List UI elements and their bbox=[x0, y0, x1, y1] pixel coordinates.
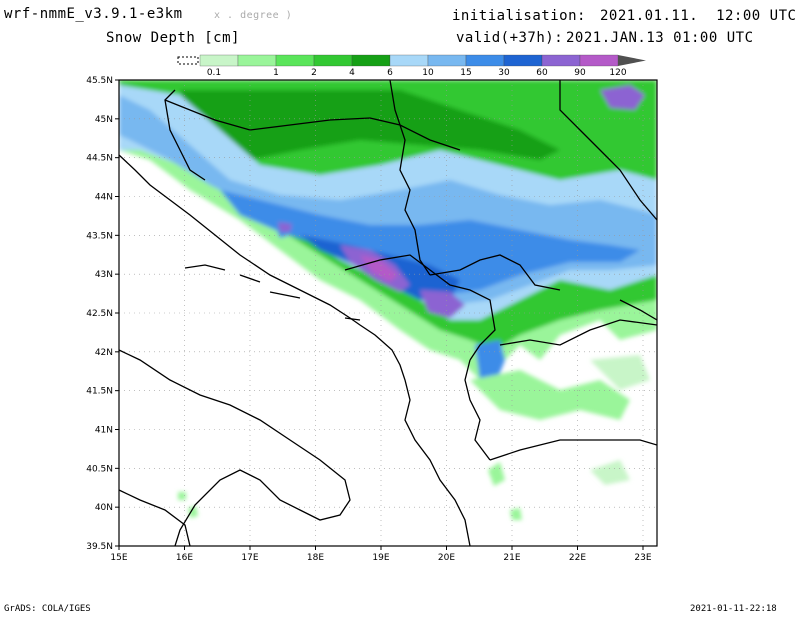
latitude-label: 42N bbox=[95, 348, 113, 358]
legend-swatch bbox=[275, 54, 315, 67]
valid-value: 2021.JAN.13 01:00 UTC bbox=[566, 30, 754, 46]
legend-swatch bbox=[465, 54, 505, 67]
legend-tick-label: 15 bbox=[460, 68, 471, 78]
legend-swatch bbox=[427, 54, 467, 67]
longitude-label: 19E bbox=[372, 553, 389, 563]
legend-swatch bbox=[389, 54, 429, 67]
latitude-label: 44.5N bbox=[86, 154, 113, 164]
footer-software: GrADS: COLA/IGES bbox=[4, 604, 91, 614]
legend-over-arrow bbox=[618, 55, 646, 66]
legend-swatch bbox=[351, 54, 391, 67]
legend-swatch bbox=[313, 54, 353, 67]
latitude-label: 41N bbox=[95, 426, 113, 436]
longitude-labels: 15E 16E 17E 18E 19E 20E 21E 22E 23E bbox=[110, 546, 652, 563]
legend-swatch bbox=[199, 54, 239, 67]
coastlines-borders bbox=[119, 80, 657, 546]
latitude-label: 45.5N bbox=[86, 76, 113, 86]
latitude-label: 39.5N bbox=[86, 542, 113, 552]
legend-tick-label: 1 bbox=[273, 68, 279, 78]
legend-tick-label: 10 bbox=[422, 68, 434, 78]
latitude-label: 41.5N bbox=[86, 387, 113, 397]
longitude-label: 22E bbox=[569, 553, 586, 563]
variable-title: Snow Depth [cm] bbox=[106, 30, 240, 46]
latitude-label: 44N bbox=[95, 193, 113, 203]
longitude-label: 23E bbox=[634, 553, 651, 563]
longitude-label: 15E bbox=[110, 553, 127, 563]
footer-timestamp: 2021-01-11-22:18 bbox=[690, 604, 777, 614]
longitude-label: 16E bbox=[176, 553, 193, 563]
legend-tick-label: 2 bbox=[311, 68, 317, 78]
legend-tick-label: 6 bbox=[387, 68, 393, 78]
legend-tick-label: 60 bbox=[536, 68, 548, 78]
color-legend: 0.1 1 2 4 6 10 15 30 60 90 120 bbox=[177, 54, 646, 78]
longitude-label: 18E bbox=[307, 553, 324, 563]
init-label: initialisation: bbox=[452, 8, 586, 24]
latitude-label: 42.5N bbox=[86, 309, 113, 319]
legend-tick-label: 4 bbox=[349, 68, 355, 78]
legend-tick-label: 90 bbox=[574, 68, 586, 78]
longitude-label: 21E bbox=[503, 553, 520, 563]
legend-tick-label: 120 bbox=[609, 68, 626, 78]
model-note: x . degree ) bbox=[214, 10, 293, 21]
legend-tick-label: 30 bbox=[498, 68, 510, 78]
model-name: wrf-nmmE_v3.9.1-e3km bbox=[4, 6, 183, 22]
latitude-label: 43.5N bbox=[86, 231, 113, 241]
latitude-label: 45N bbox=[95, 115, 113, 125]
latitude-labels: 45.5N 45N 44.5N 44N 43.5N 43N 42.5N 42N 41.5N 41N… bbox=[86, 76, 119, 552]
legend-swatch bbox=[579, 54, 619, 67]
snow-depth-field bbox=[119, 80, 657, 520]
init-value: 2021.01.11. 12:00 UTC bbox=[600, 8, 797, 24]
latitude-label: 40.5N bbox=[86, 464, 113, 474]
legend-swatch bbox=[541, 54, 581, 67]
longitude-label: 20E bbox=[438, 553, 455, 563]
legend-swatch bbox=[237, 54, 277, 67]
longitude-label: 17E bbox=[241, 553, 258, 563]
latitude-label: 40N bbox=[95, 503, 113, 513]
legend-under-box bbox=[177, 56, 199, 65]
valid-label: valid(+37h): bbox=[456, 30, 564, 46]
latitude-label: 43N bbox=[95, 270, 113, 280]
legend-tick-label: 0.1 bbox=[207, 68, 221, 78]
legend-swatch bbox=[503, 54, 543, 67]
